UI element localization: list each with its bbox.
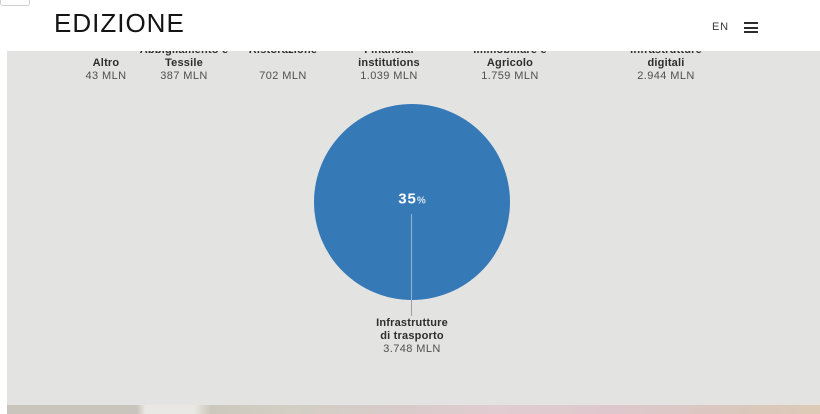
pie-slice-infrastrutture-di-trasporto[interactable] — [314, 104, 510, 300]
category-label-ristorazione: Ristorazione 702 MLN — [249, 51, 317, 83]
hamburger-icon — [744, 22, 758, 24]
menu-button[interactable] — [744, 21, 760, 34]
category-label-immobiliare-agricolo: Immobiliare e Agricolo 1.759 MLN — [473, 51, 547, 83]
category-name: Ristorazione — [249, 51, 317, 57]
category-label-financial-institutions: Financial institutions 1.039 MLN — [358, 51, 420, 83]
category-name: Agricolo — [486, 57, 534, 69]
category-name: Altro — [92, 57, 120, 69]
site-header: EDIZIONE EN — [0, 0, 820, 51]
category-label-abbigliamento-tessile: Abbigliamento e Tessile 387 MLN — [140, 51, 229, 83]
category-name: Infrastrutture — [630, 51, 702, 57]
category-name: Tessile — [165, 57, 203, 69]
category-name: Immobiliare e — [473, 51, 547, 57]
category-value: 1.039 MLN — [360, 70, 418, 82]
portfolio-chart-panel: Altro 43 MLN Abbigliamento e Tessile 387… — [7, 51, 820, 405]
category-name: Abbigliamento e — [140, 51, 229, 57]
selected-category-name: di trasporto — [380, 330, 444, 342]
category-name: institutions — [358, 57, 420, 69]
category-name — [249, 57, 317, 70]
category-value: 702 MLN — [259, 70, 307, 82]
next-section-image-edge — [7, 405, 820, 414]
hamburger-icon — [744, 31, 758, 33]
category-label-infrastrutture-digitali: Infrastrutture digitali 2.944 MLN — [630, 51, 702, 83]
leader-line-inner — [411, 214, 412, 300]
category-value: 2.944 MLN — [637, 70, 695, 82]
site-logo[interactable]: EDIZIONE — [54, 8, 185, 38]
category-label-altro: Altro 43 MLN — [86, 51, 127, 83]
selected-category-name: Infrastrutture — [376, 317, 448, 329]
category-value: 1.759 MLN — [481, 70, 539, 82]
leader-line-outer — [411, 300, 412, 316]
category-name: Financial — [358, 51, 420, 57]
category-value: 43 MLN — [85, 70, 127, 82]
language-toggle[interactable]: EN — [712, 21, 729, 33]
corner-artifact — [0, 0, 30, 6]
selected-category-label: Infrastrutture di trasporto 3.748 MLN — [376, 317, 448, 356]
selected-category-value: 3.748 MLN — [383, 343, 441, 355]
category-name: digitali — [647, 57, 685, 69]
hamburger-icon — [744, 26, 758, 29]
category-value: 387 MLN — [160, 70, 208, 82]
